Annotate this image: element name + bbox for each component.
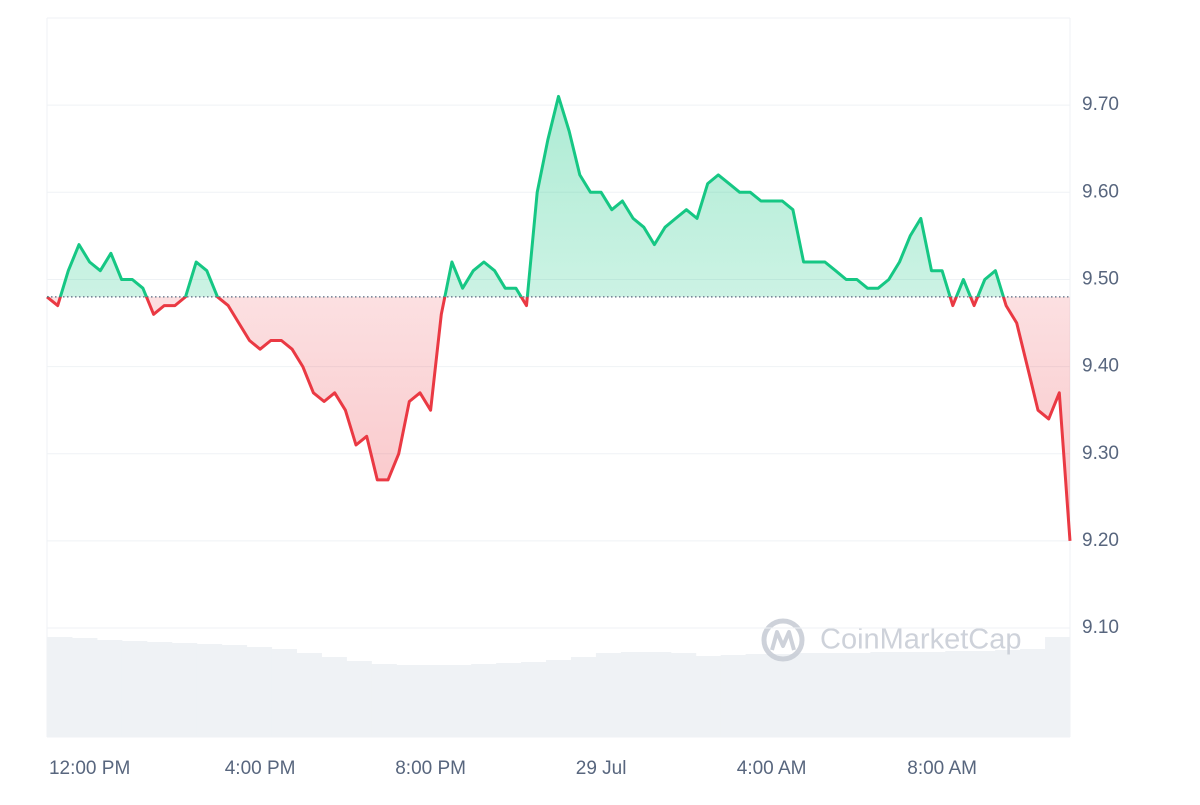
area-up [60, 96, 1004, 297]
x-tick-label: 4:00 PM [225, 758, 296, 779]
volume-bar [471, 664, 497, 737]
volume-bar [1020, 649, 1046, 737]
volume-bar [271, 649, 298, 737]
volume-bar [595, 653, 622, 737]
volume-bar [121, 641, 148, 737]
y-tick-label: 9.50 [1082, 268, 1119, 289]
volume-bar [645, 652, 672, 737]
y-tick-label: 9.40 [1082, 356, 1119, 377]
y-tick-label: 9.70 [1082, 94, 1119, 115]
volume-bar [770, 654, 797, 737]
volume-bar [570, 657, 597, 737]
x-tick-label: 8:00 AM [907, 758, 977, 779]
volume-bar [1045, 637, 1071, 737]
watermark-logo-m [770, 630, 796, 651]
volume-bar [546, 660, 572, 737]
volume-bar [945, 651, 971, 737]
volume-bar [296, 653, 322, 737]
y-tick-label: 9.10 [1082, 617, 1119, 638]
volume-bar [71, 638, 98, 737]
watermark-logo [761, 618, 805, 662]
volume-bar [870, 652, 896, 737]
volume-bar [371, 664, 397, 737]
volume-bar [146, 642, 173, 737]
volume-bar [820, 653, 846, 737]
volume-bar [421, 665, 447, 737]
volume-bar [221, 645, 248, 737]
price-line-down [46, 296, 1072, 542]
volume-bar [321, 657, 347, 737]
y-tick-label: 9.60 [1082, 181, 1119, 202]
volume-bar [620, 652, 647, 737]
volume-bar [196, 644, 223, 737]
x-tick-label: 12:00 PM [49, 758, 130, 779]
x-tick-label: 4:00 AM [737, 758, 807, 779]
volume-bar [670, 653, 697, 737]
volume-bar [895, 652, 921, 737]
watermark: CoinMarketCap [761, 618, 1021, 662]
volume-bar [446, 665, 472, 737]
volume-bar [96, 640, 123, 737]
volume-bar [171, 643, 198, 737]
volume-bar [920, 652, 946, 737]
volume-bar [695, 656, 722, 737]
price-line-up [47, 94, 1005, 297]
volume-bar [346, 661, 372, 737]
volume-bar [795, 653, 821, 737]
x-tick-label: 29 Jul [576, 758, 627, 779]
volume-bar [246, 647, 273, 737]
area-down [47, 296, 1070, 541]
volume-bar [47, 637, 73, 737]
y-tick-label: 9.30 [1082, 443, 1119, 464]
volume-bar [845, 653, 871, 737]
volume-bar [970, 651, 996, 737]
volume-bar [496, 663, 522, 737]
volume-bar [521, 662, 547, 737]
x-tick-label: 8:00 PM [395, 758, 466, 779]
volume-bar [396, 665, 422, 737]
volume-bar [745, 654, 772, 737]
y-tick-label: 9.20 [1082, 530, 1119, 551]
volume-bar [995, 650, 1021, 737]
volume-bar [720, 655, 747, 737]
watermark-text: CoinMarketCap [820, 624, 1021, 656]
